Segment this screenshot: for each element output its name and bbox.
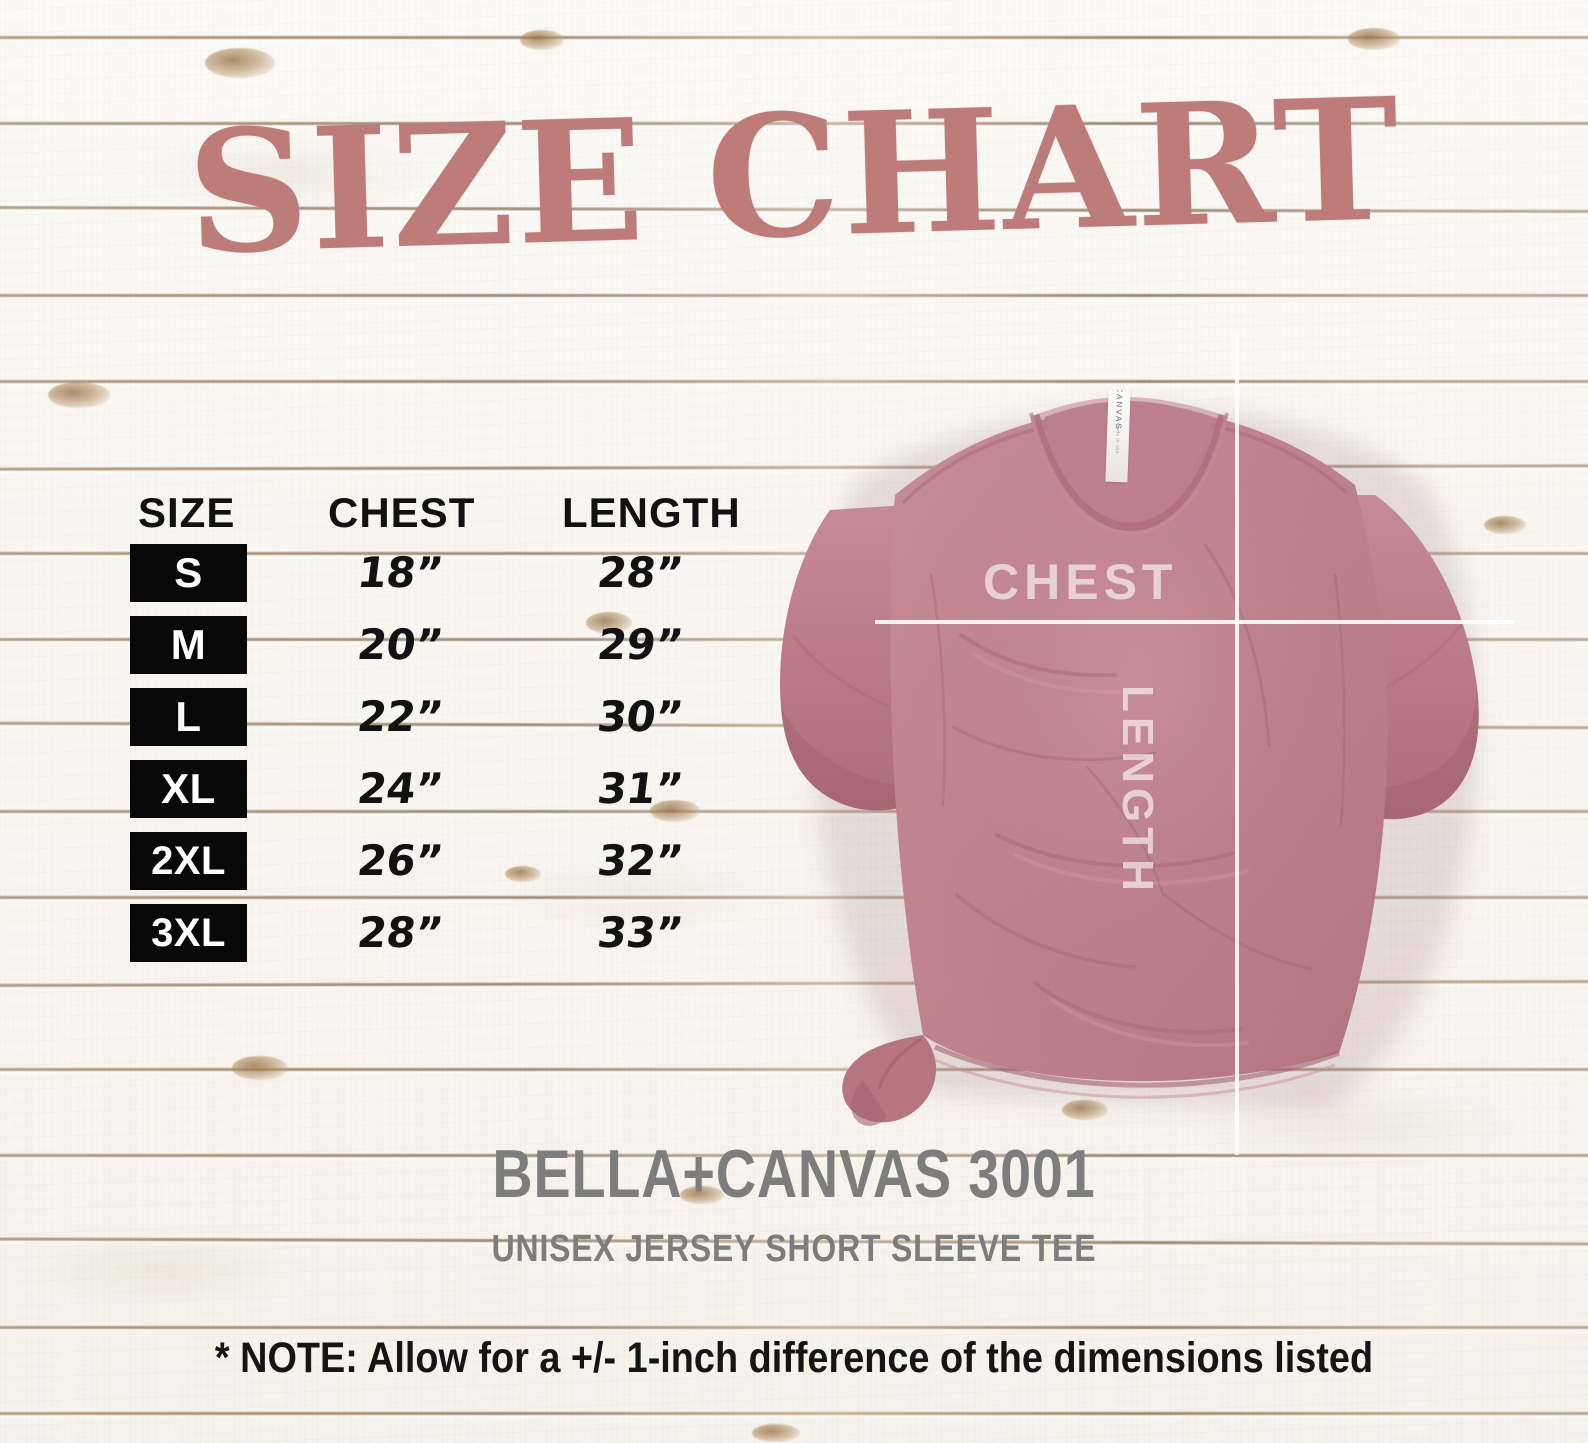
knot-crease <box>877 1037 922 1090</box>
size-badge-label: S <box>174 549 203 596</box>
chest-value: 18” <box>354 548 446 597</box>
brand-name: BELLA+CANVAS 3001 <box>492 1136 1096 1212</box>
wood-knot <box>586 612 632 634</box>
tshirt-highlight-folds <box>973 653 1249 1048</box>
length-value: 31” <box>594 764 686 813</box>
wood-knot <box>232 1056 288 1080</box>
table-header-row: SIZE CHEST LENGTH <box>130 492 760 544</box>
tshirt-collar-rib <box>1030 413 1228 532</box>
size-badge-label: XL <box>161 765 216 812</box>
wood-knot <box>752 1424 800 1442</box>
length-value: 28” <box>594 548 686 597</box>
wood-knot <box>520 30 564 50</box>
size-badge-label: 2XL <box>151 839 226 883</box>
plank-seam <box>0 1412 1588 1420</box>
size-badge-label: 3XL <box>151 911 226 955</box>
wood-knot <box>205 48 275 78</box>
table-row: S 18” 28” <box>130 544 760 616</box>
chest-value: 22” <box>354 692 446 741</box>
length-measurement-line <box>1235 335 1239 1155</box>
wood-knot <box>48 382 110 408</box>
column-header-size: SIZE <box>138 489 236 536</box>
length-value: 32” <box>594 836 686 885</box>
plank-seam <box>0 122 1588 130</box>
neck-label-sub: made in usa <box>1114 422 1121 455</box>
chest-measurement-line <box>875 620 1515 624</box>
left-sleeve-cuff <box>781 707 957 811</box>
right-sleeve-cuff <box>1307 687 1479 820</box>
plank-seam <box>0 1326 1588 1334</box>
chest-value: 20” <box>354 620 446 669</box>
size-badge: M <box>130 616 247 674</box>
column-header-chest: CHEST <box>328 489 476 536</box>
size-badge: 2XL <box>130 832 247 890</box>
plank-seam <box>0 1068 1588 1076</box>
tshirt-hem-edge <box>932 1057 1336 1099</box>
column-header-length: LENGTH <box>562 489 741 536</box>
table-row: L 22” 30” <box>130 688 760 760</box>
tshirt-knot-tail <box>851 1079 887 1126</box>
tshirt-collar-edge <box>1029 412 1229 536</box>
wood-knot <box>1062 1100 1108 1120</box>
size-badge: 3XL <box>130 904 247 962</box>
tshirt-hem-seam <box>933 1044 1340 1088</box>
page-title: SIZE CHART <box>184 60 1404 292</box>
tshirt-neck-opening <box>1045 401 1213 517</box>
plank-seam <box>0 36 1588 44</box>
plank-seam <box>0 1154 1588 1162</box>
disclaimer-note: * NOTE: Allow for a +/- 1-inch differenc… <box>214 1334 1374 1382</box>
length-value: 30” <box>594 692 686 741</box>
table-row: M 20” 29” <box>130 616 760 688</box>
size-badge-label: L <box>175 693 202 740</box>
table-row: XL 24” 31” <box>130 760 760 832</box>
plank-seam <box>0 552 1588 560</box>
tshirt-image: CANVAS made in usa CHEST LENGTH <box>735 335 1525 1155</box>
product-subtitle: UNISEX JERSEY SHORT SLEEVE TEE <box>491 1228 1097 1270</box>
tshirt-illustration <box>780 397 1479 1126</box>
plank-seam <box>0 294 1588 302</box>
size-badge: XL <box>130 760 247 818</box>
chest-overlay-label: CHEST <box>983 554 1178 610</box>
length-overlay-label: LENGTH <box>1113 685 1162 896</box>
plank-seam <box>0 810 1588 818</box>
chest-value: 26” <box>354 836 446 885</box>
size-badge: L <box>130 688 247 746</box>
neck-label: CANVAS made in usa <box>1105 389 1131 483</box>
wood-knot <box>680 1186 724 1204</box>
size-badge: S <box>130 544 247 602</box>
plank-seam <box>0 380 1588 388</box>
wood-knot <box>505 866 541 882</box>
wood-knot <box>1348 28 1400 50</box>
wood-knot <box>650 800 700 822</box>
size-table: SIZE CHEST LENGTH S 18” 28” M 20” 29” L … <box>130 492 760 976</box>
wood-knot <box>1484 516 1526 534</box>
table-row: 3XL 28” 33” <box>130 904 760 976</box>
chest-value: 28” <box>354 908 446 957</box>
size-badge-label: M <box>170 621 207 668</box>
tshirt-heather-texture <box>890 407 1388 1082</box>
plank-seam <box>0 896 1588 904</box>
length-value: 33” <box>594 908 686 957</box>
table-row: 2XL 26” 32” <box>130 832 760 904</box>
left-shoulder-seam <box>901 423 1054 505</box>
left-sleeve-fold <box>791 634 906 715</box>
length-value: 29” <box>594 620 686 669</box>
chest-value: 24” <box>354 764 446 813</box>
